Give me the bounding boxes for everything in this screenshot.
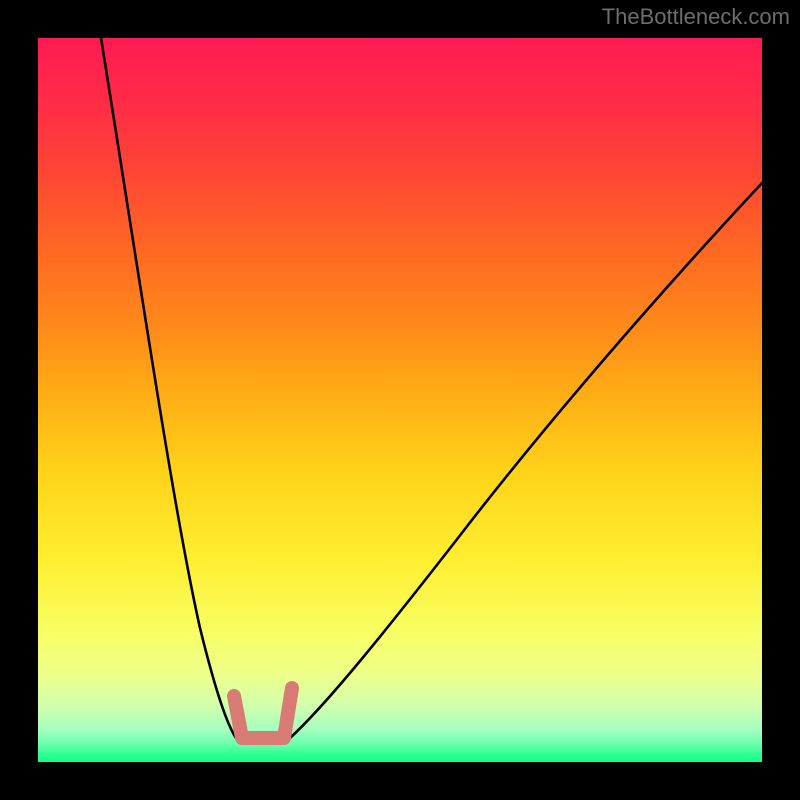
curve-right <box>290 183 762 738</box>
curve-left <box>101 38 236 738</box>
valley-marker <box>234 688 292 738</box>
watermark-text: TheBottleneck.com <box>602 4 790 30</box>
chart-stage: TheBottleneck.com <box>0 0 800 800</box>
plot-area <box>38 38 762 762</box>
curve-layer <box>38 38 762 762</box>
